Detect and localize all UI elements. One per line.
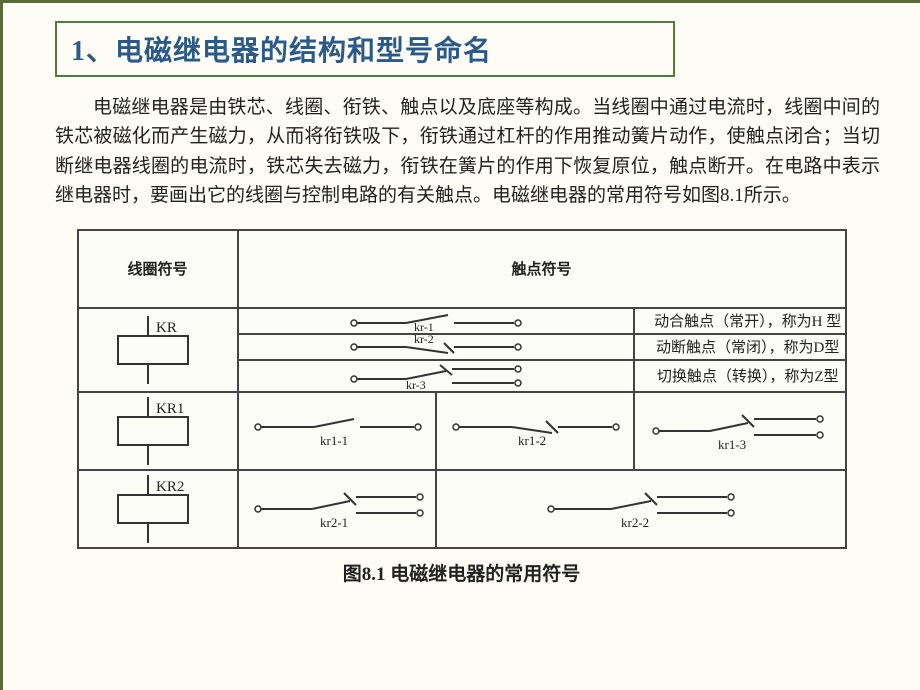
coil-kr-symbol: KR (98, 314, 218, 386)
section-heading: 1、电磁继电器的结构和型号命名 (71, 29, 659, 69)
contact-kr2-2: kr2-2 (436, 470, 846, 548)
coil-kr2-symbol: KR2 (98, 473, 218, 545)
svg-text:kr-1: kr-1 (414, 320, 434, 333)
svg-text:kr2-1: kr2-1 (320, 515, 348, 530)
contact-kr-3: kr-3 (238, 360, 634, 392)
th-contact: 触点符号 (238, 230, 846, 308)
figure-caption: 图8.1 电磁继电器的常用符号 (77, 559, 847, 586)
section-heading-box: 1、电磁继电器的结构和型号命名 (55, 21, 675, 77)
svg-text:kr-2: kr-2 (414, 335, 434, 346)
co-contact-icon: kr-3 (336, 361, 536, 391)
svg-text:KR: KR (156, 320, 177, 336)
contact-kr2-1: kr2-1 (238, 470, 436, 548)
svg-text:kr1-1: kr1-1 (320, 433, 348, 448)
svg-text:kr-3: kr-3 (406, 378, 426, 391)
th-coil: 线圈符号 (78, 230, 238, 308)
no-contact-icon: kr-1 (336, 309, 536, 333)
desc-z-type: 切换触点（转换），称为Z型 (634, 360, 846, 392)
coil-kr: KR (78, 308, 238, 392)
desc-h-type: 动合触点（常开），称为H 型 (634, 308, 846, 334)
coil-kr1-symbol: KR1 (98, 395, 218, 467)
contact-kr1-3: kr1-3 (634, 392, 846, 470)
contact-kr-1: kr-1 (238, 308, 634, 334)
svg-text:kr2-2: kr2-2 (621, 515, 649, 530)
desc-d-type: 动断触点（常闭），称为D型 (634, 334, 846, 360)
contact-kr1-2: kr1-2 (436, 392, 634, 470)
svg-text:kr1-3: kr1-3 (718, 437, 746, 452)
svg-text:KR1: KR1 (156, 401, 184, 417)
contact-kr-2: kr-2 (238, 334, 634, 360)
coil-kr1: KR1 (78, 392, 238, 470)
coil-kr2: KR2 (78, 470, 238, 548)
contact-kr1-1: kr1-1 (238, 392, 436, 470)
body-paragraph: 电磁继电器是由铁芯、线圈、衔铁、触点以及底座等构成。当线圈中通过电流时，线圈中间… (55, 93, 880, 211)
figure-8-1: 线圈符号 触点符号 KR kr-1 (77, 229, 847, 586)
nc-contact-icon: kr-2 (336, 335, 536, 359)
svg-text:KR2: KR2 (156, 479, 184, 495)
symbols-table: 线圈符号 触点符号 KR kr-1 (77, 229, 847, 549)
svg-text:kr1-2: kr1-2 (518, 433, 546, 448)
